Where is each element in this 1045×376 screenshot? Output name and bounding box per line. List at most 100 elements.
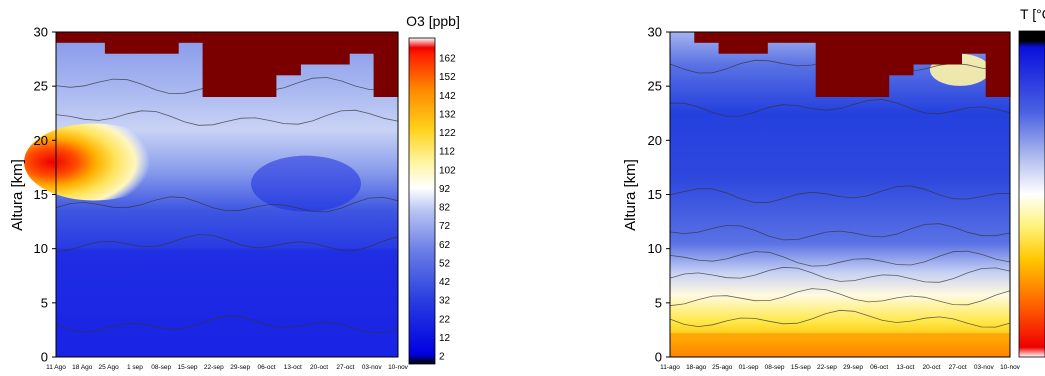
x-tick-label: 1 sep [127, 364, 143, 371]
x-tick-label: 06-oct [870, 364, 888, 371]
x-tick-label: 03-nov [974, 364, 995, 371]
contour-line [669, 288, 1011, 307]
x-tick-label: 29-sep [230, 364, 250, 371]
colorbar [408, 37, 436, 365]
y-tick-label: 25 [648, 79, 662, 94]
colorbar-tick-label: 142 [439, 91, 456, 102]
x-tick-label: 10-nov [1000, 364, 1021, 371]
no-data-cell [227, 32, 252, 97]
no-data-cell [324, 32, 350, 65]
no-data-cell [937, 32, 962, 65]
y-axis-label: Altura [km] [9, 159, 26, 231]
colorbar-tick-label: 22 [439, 314, 451, 325]
colorbar-tick-label: 92 [439, 184, 451, 195]
colorbar-title: T [°C [1020, 6, 1045, 22]
no-data-cell [840, 32, 865, 97]
no-data-cell [791, 32, 817, 43]
contour-line [55, 234, 399, 252]
x-tick-label: 29-sep [843, 364, 863, 371]
no-data-cell [888, 32, 914, 76]
no-data-cell [742, 32, 768, 54]
x-tick-label: 22-sep [817, 364, 837, 371]
x-tick-label: 13-oct [284, 364, 302, 371]
no-data-cell [178, 32, 204, 43]
x-tick-label: 01-sep [739, 364, 759, 371]
contour-line [669, 223, 1011, 241]
y-tick-label: 20 [34, 133, 48, 148]
x-tick-label: 08-sep [765, 364, 785, 371]
contour-line [669, 250, 1011, 267]
y-axis-label: Altura [km] [622, 159, 639, 231]
no-data-cell [300, 32, 326, 65]
y-tick-label: 20 [648, 133, 662, 148]
x-tick-label: 13-oct [896, 364, 914, 371]
no-data-cell [349, 32, 375, 54]
y-tick-label: 15 [648, 187, 662, 202]
y-tick-label: 10 [648, 241, 662, 256]
colorbar-title: O3 [ppb] [406, 13, 460, 29]
y-tick-label: 30 [34, 25, 48, 40]
colorbar-tick-label: 162 [439, 54, 456, 65]
colorbar-tick-label: 132 [439, 109, 456, 120]
no-data-cell [815, 32, 841, 97]
y-tick-label: 5 [41, 295, 48, 310]
contour-line [669, 266, 1011, 283]
contour-line [669, 185, 1011, 204]
y-tick-label: 30 [648, 25, 662, 40]
y-tick-label: 25 [34, 79, 48, 94]
x-tick-label: 18 Ago [72, 364, 93, 371]
no-data-cell [80, 32, 106, 43]
no-data-cell [251, 32, 277, 97]
colorbar-tick-label: 112 [439, 147, 455, 158]
x-tick-label: 15-sep [178, 364, 198, 371]
colorbar-tick-label: 82 [439, 203, 451, 214]
ozone-heatmap-chart: 0 5 10 15 20 25 30 11 Ago 18 Ago 25 Ago 1 sep 08-se… [9, 13, 460, 371]
colorbar-tick-label: 122 [439, 128, 456, 139]
x-tick-label: 25 Ago [98, 364, 119, 371]
no-data-cell [56, 32, 81, 43]
no-data-cell [985, 32, 1011, 97]
no-data-cell [129, 32, 155, 54]
colorbar-tick-label: 152 [439, 72, 456, 83]
x-tick-label: 11-ago [660, 364, 680, 371]
y-tick-label: 0 [41, 350, 48, 365]
no-data-cell [864, 32, 890, 97]
colorbar-tick-label: 12 [439, 333, 451, 344]
x-tick-label: 20-oct [310, 364, 328, 371]
x-tick-label: 10-nov [388, 364, 409, 371]
colorbar-tick-label: 62 [439, 240, 451, 251]
contour-line [670, 99, 1011, 117]
contour-line [55, 196, 399, 213]
no-data-cell [153, 32, 179, 54]
x-tick-label: 25-ago [712, 364, 733, 371]
y-tick-label: 15 [34, 187, 48, 202]
x-tick-label: 06-oct [257, 364, 275, 371]
x-tick-label: 03-nov [362, 364, 383, 371]
x-tick-label: 20-oct [922, 364, 940, 371]
x-tick-label: 15-sep [791, 364, 811, 371]
no-data-cell [718, 32, 744, 54]
colorbar-tick-label: 32 [439, 296, 451, 307]
y-tick-label: 0 [655, 350, 662, 365]
y-tick-label: 10 [34, 241, 48, 256]
surface-warm-band [670, 333, 1010, 357]
contour-line [669, 309, 1011, 328]
low-ozone-region [251, 155, 361, 212]
x-tick-label: 22-sep [204, 364, 224, 371]
colorbar [1018, 30, 1045, 358]
x-tick-label: 08-sep [151, 364, 171, 371]
colorbar-tick-label: 72 [439, 221, 451, 232]
x-tick-label: 11 Ago [46, 364, 66, 371]
x-tick-label: 27-oct [949, 364, 967, 371]
no-data-cell [202, 32, 228, 97]
x-tick-label: 27-oct [336, 364, 354, 371]
colorbar-tick-label: 52 [439, 258, 451, 269]
colorbar-tick-label: 102 [439, 165, 456, 176]
no-data-cell [275, 32, 301, 76]
no-data-cell [767, 32, 792, 43]
no-data-cell [104, 32, 130, 54]
tropospheric-band [56, 248, 398, 356]
y-tick-label: 5 [655, 295, 662, 310]
colorbar-tick-label: 42 [439, 277, 451, 288]
